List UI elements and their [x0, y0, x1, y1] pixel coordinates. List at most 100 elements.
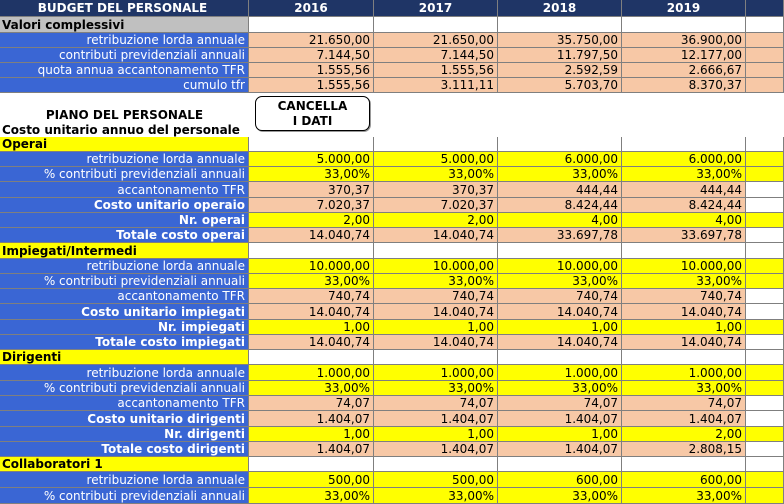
value-cell[interactable]: 21.650,00	[374, 33, 498, 48]
value-cell[interactable]: 74,07	[622, 396, 746, 411]
row-label[interactable]: Nr. impiegati	[0, 320, 249, 335]
section-label-collaboratori[interactable]: Collaboratori 1	[0, 457, 249, 472]
input-cell[interactable]: 33,00%	[622, 274, 746, 289]
input-cell[interactable]: 33,00%	[622, 167, 746, 182]
value-cell[interactable]: 2.592,59	[498, 63, 622, 78]
row-label[interactable]: % contributi previdenziali annuali	[0, 488, 249, 504]
value-cell[interactable]: 1.404,07	[249, 411, 374, 427]
input-cell[interactable]: 1.000,00	[374, 365, 498, 381]
input-cell[interactable]: 2,00	[374, 213, 498, 228]
input-cell[interactable]: 33,00%	[498, 274, 622, 289]
row-label[interactable]: retribuzione lorda annuale	[0, 259, 249, 274]
value-cell[interactable]: 74,07	[249, 396, 374, 411]
input-cell[interactable]: 33,00%	[498, 488, 622, 504]
value-cell[interactable]: 7.144,50	[374, 48, 498, 63]
empty-cell[interactable]	[746, 93, 784, 108]
empty-cell[interactable]	[746, 78, 784, 93]
input-cell[interactable]: 33,00%	[249, 488, 374, 504]
input-cell[interactable]: 2,00	[622, 427, 746, 442]
row-label[interactable]: retribuzione lorda annuale	[0, 152, 249, 167]
value-cell[interactable]: 7.144,50	[249, 48, 374, 63]
value-cell[interactable]: 7.020,37	[374, 198, 498, 213]
value-cell[interactable]: 8.370,37	[622, 78, 746, 93]
empty-cell[interactable]	[746, 488, 784, 504]
value-cell[interactable]: 14.040,74	[622, 335, 746, 350]
row-label[interactable]: Costo unitario operaio	[0, 198, 249, 213]
input-cell[interactable]: 1,00	[249, 320, 374, 335]
row-label[interactable]: accantonamento TFR	[0, 289, 249, 304]
empty-cell[interactable]	[746, 259, 784, 274]
empty-cell[interactable]	[498, 457, 622, 472]
value-cell[interactable]: 14.040,74	[249, 335, 374, 350]
empty-cell[interactable]	[374, 137, 498, 152]
input-cell[interactable]: 33,00%	[622, 381, 746, 396]
empty-cell[interactable]	[746, 182, 784, 198]
input-cell[interactable]: 4,00	[622, 213, 746, 228]
row-label[interactable]: contributi previdenziali annuali	[0, 48, 249, 63]
value-cell[interactable]: 74,07	[498, 396, 622, 411]
empty-cell[interactable]	[622, 350, 746, 365]
empty-cell[interactable]	[249, 457, 374, 472]
empty-cell[interactable]	[746, 198, 784, 213]
input-cell[interactable]: 600,00	[622, 472, 746, 488]
row-label[interactable]: quota annua accantonamento TFR	[0, 63, 249, 78]
year-header[interactable]: 2017	[374, 0, 498, 17]
section-label-impiegati[interactable]: Impiegati/Intermedi	[0, 243, 249, 259]
piano-title[interactable]: PIANO DEL PERSONALE	[0, 108, 249, 122]
empty-cell[interactable]	[249, 17, 374, 33]
value-cell[interactable]: 2.808,15	[622, 442, 746, 457]
empty-cell[interactable]	[498, 243, 622, 259]
empty-cell[interactable]	[746, 411, 784, 427]
empty-cell[interactable]	[746, 365, 784, 381]
row-label[interactable]: % contributi previdenziali annuali	[0, 381, 249, 396]
input-cell[interactable]: 33,00%	[374, 274, 498, 289]
input-cell[interactable]: 5.000,00	[249, 152, 374, 167]
empty-cell[interactable]	[622, 457, 746, 472]
empty-cell[interactable]	[374, 17, 498, 33]
value-cell[interactable]: 370,37	[249, 182, 374, 198]
empty-cell[interactable]	[374, 457, 498, 472]
empty-cell[interactable]	[249, 137, 374, 152]
input-cell[interactable]: 33,00%	[498, 167, 622, 182]
input-cell[interactable]: 6.000,00	[622, 152, 746, 167]
value-cell[interactable]: 1.404,07	[374, 442, 498, 457]
input-cell[interactable]: 33,00%	[374, 167, 498, 182]
empty-cell[interactable]	[746, 320, 784, 335]
empty-cell[interactable]	[374, 350, 498, 365]
empty-cell[interactable]	[249, 350, 374, 365]
year-header[interactable]: 2018	[498, 0, 622, 17]
value-cell[interactable]: 8.424,44	[622, 198, 746, 213]
empty-cell[interactable]	[746, 274, 784, 289]
row-label[interactable]: accantonamento TFR	[0, 182, 249, 198]
empty-cell[interactable]	[746, 457, 784, 472]
empty-cell[interactable]	[249, 243, 374, 259]
row-label[interactable]: retribuzione lorda annuale	[0, 472, 249, 488]
input-cell[interactable]: 1,00	[622, 320, 746, 335]
empty-cell[interactable]	[0, 93, 249, 108]
budget-title[interactable]: BUDGET DEL PERSONALE	[0, 0, 249, 17]
empty-cell[interactable]	[746, 442, 784, 457]
input-cell[interactable]: 6.000,00	[498, 152, 622, 167]
empty-cell[interactable]	[498, 350, 622, 365]
empty-cell[interactable]	[498, 17, 622, 33]
input-cell[interactable]: 33,00%	[249, 381, 374, 396]
row-label[interactable]: cumulo tfr	[0, 78, 249, 93]
value-cell[interactable]: 740,74	[374, 289, 498, 304]
value-cell[interactable]: 33.697,78	[622, 228, 746, 243]
value-cell[interactable]: 740,74	[498, 289, 622, 304]
empty-cell[interactable]	[498, 93, 622, 108]
row-label[interactable]: % contributi previdenziali annuali	[0, 167, 249, 182]
value-cell[interactable]: 7.020,37	[249, 198, 374, 213]
input-cell[interactable]: 4,00	[498, 213, 622, 228]
input-cell[interactable]: 33,00%	[249, 274, 374, 289]
input-cell[interactable]: 33,00%	[498, 381, 622, 396]
value-cell[interactable]: 1.555,56	[249, 78, 374, 93]
empty-cell[interactable]	[746, 63, 784, 78]
input-cell[interactable]: 500,00	[374, 472, 498, 488]
empty-cell[interactable]	[622, 243, 746, 259]
cancella-dati-button[interactable]: CANCELLA I DATI	[255, 96, 370, 131]
empty-cell[interactable]	[622, 93, 746, 108]
value-cell[interactable]: 14.040,74	[249, 304, 374, 320]
empty-cell[interactable]	[622, 17, 746, 33]
input-cell[interactable]: 10.000,00	[622, 259, 746, 274]
